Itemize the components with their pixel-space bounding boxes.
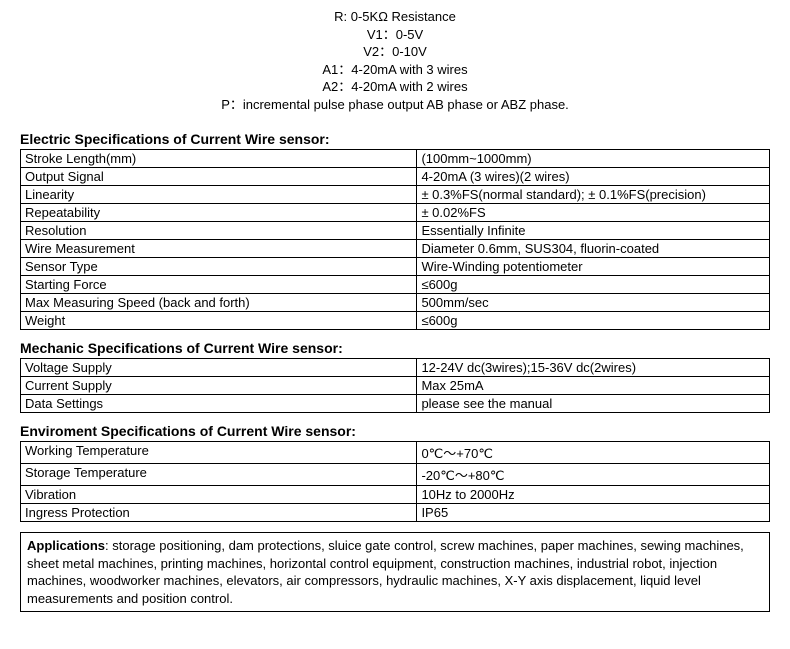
table-row: ResolutionEssentially Infinite	[21, 222, 770, 240]
spec-label: Ingress Protection	[21, 504, 417, 522]
spec-value: -20℃～+80℃	[417, 464, 770, 486]
spec-label: Vibration	[21, 486, 417, 504]
table-row: Repeatability± 0.02%FS	[21, 204, 770, 222]
spec-value: ± 0.3%FS(normal standard); ± 0.1%FS(prec…	[417, 186, 770, 204]
spec-value: ≤600g	[417, 312, 770, 330]
table-row: Weight≤600g	[21, 312, 770, 330]
spec-label: Repeatability	[21, 204, 417, 222]
spec-value: IP65	[417, 504, 770, 522]
table-row: Voltage Supply12-24V dc(3wires);15-36V d…	[21, 359, 770, 377]
legend-v2: V2：0-10V	[20, 43, 770, 61]
electric-spec-table: Stroke Length(mm)(100mm~1000mm) Output S…	[20, 149, 770, 330]
spec-value: ± 0.02%FS	[417, 204, 770, 222]
applications-box: Applications: storage positioning, dam p…	[20, 532, 770, 612]
spec-value: 500mm/sec	[417, 294, 770, 312]
spec-label: Stroke Length(mm)	[21, 150, 417, 168]
spec-label: Output Signal	[21, 168, 417, 186]
spec-label: Voltage Supply	[21, 359, 417, 377]
spec-label: Sensor Type	[21, 258, 417, 276]
table-row: Storage Temperature-20℃～+80℃	[21, 464, 770, 486]
table-row: Vibration10Hz to 2000Hz	[21, 486, 770, 504]
legend-p: P：incremental pulse phase output AB phas…	[20, 96, 770, 114]
electric-heading: Electric Specifications of Current Wire …	[20, 131, 770, 147]
spec-value: ≤600g	[417, 276, 770, 294]
spec-label: Linearity	[21, 186, 417, 204]
table-row: Ingress ProtectionIP65	[21, 504, 770, 522]
output-legend: R: 0-5KΩ Resistance V1：0-5V V2：0-10V A1：…	[20, 8, 770, 113]
environment-spec-table: Working Temperature0℃～+70℃ Storage Tempe…	[20, 441, 770, 522]
spec-value: please see the manual	[417, 395, 770, 413]
table-row: Current SupplyMax 25mA	[21, 377, 770, 395]
legend-r: R: 0-5KΩ Resistance	[20, 8, 770, 26]
spec-label: Wire Measurement	[21, 240, 417, 258]
spec-label: Resolution	[21, 222, 417, 240]
spec-value: 10Hz to 2000Hz	[417, 486, 770, 504]
spec-label: Starting Force	[21, 276, 417, 294]
table-row: Sensor TypeWire-Winding potentiometer	[21, 258, 770, 276]
legend-v1: V1：0-5V	[20, 26, 770, 44]
legend-a2: A2：4-20mA with 2 wires	[20, 78, 770, 96]
table-row: Linearity± 0.3%FS(normal standard); ± 0.…	[21, 186, 770, 204]
spec-label: Weight	[21, 312, 417, 330]
applications-text: : storage positioning, dam protections, …	[27, 538, 744, 606]
mechanic-spec-table: Voltage Supply12-24V dc(3wires);15-36V d…	[20, 358, 770, 413]
spec-value: Essentially Infinite	[417, 222, 770, 240]
spec-value: (100mm~1000mm)	[417, 150, 770, 168]
spec-label: Current Supply	[21, 377, 417, 395]
table-row: Output Signal4-20mA (3 wires)(2 wires)	[21, 168, 770, 186]
table-row: Wire MeasurementDiameter 0.6mm, SUS304, …	[21, 240, 770, 258]
spec-label: Data Settings	[21, 395, 417, 413]
spec-value: 0℃～+70℃	[417, 442, 770, 464]
spec-label: Working Temperature	[21, 442, 417, 464]
table-row: Starting Force≤600g	[21, 276, 770, 294]
spec-label: Max Measuring Speed (back and forth)	[21, 294, 417, 312]
spec-value: Diameter 0.6mm, SUS304, fluorin-coated	[417, 240, 770, 258]
table-row: Max Measuring Speed (back and forth)500m…	[21, 294, 770, 312]
spec-label: Storage Temperature	[21, 464, 417, 486]
table-row: Working Temperature0℃～+70℃	[21, 442, 770, 464]
mechanic-heading: Mechanic Specifications of Current Wire …	[20, 340, 770, 356]
spec-value: 4-20mA (3 wires)(2 wires)	[417, 168, 770, 186]
table-row: Data Settingsplease see the manual	[21, 395, 770, 413]
spec-value: Max 25mA	[417, 377, 770, 395]
legend-a1: A1：4-20mA with 3 wires	[20, 61, 770, 79]
applications-title: Applications	[27, 538, 105, 553]
table-row: Stroke Length(mm)(100mm~1000mm)	[21, 150, 770, 168]
spec-value: Wire-Winding potentiometer	[417, 258, 770, 276]
spec-value: 12-24V dc(3wires);15-36V dc(2wires)	[417, 359, 770, 377]
environment-heading: Enviroment Specifications of Current Wir…	[20, 423, 770, 439]
